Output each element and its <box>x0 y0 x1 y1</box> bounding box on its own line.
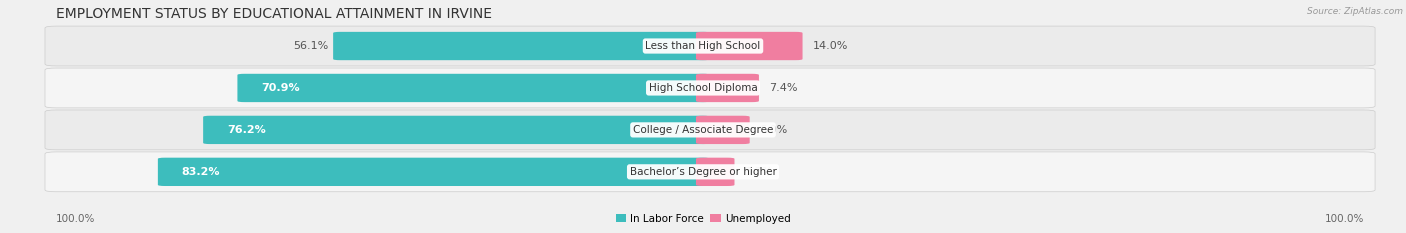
FancyBboxPatch shape <box>696 32 803 60</box>
FancyBboxPatch shape <box>696 74 759 102</box>
Text: 100.0%: 100.0% <box>1324 214 1364 224</box>
Text: 70.9%: 70.9% <box>262 83 299 93</box>
Text: Bachelor’s Degree or higher: Bachelor’s Degree or higher <box>630 167 776 177</box>
FancyBboxPatch shape <box>45 26 1375 66</box>
FancyBboxPatch shape <box>45 110 1375 150</box>
Text: 3.7%: 3.7% <box>744 167 773 177</box>
Text: College / Associate Degree: College / Associate Degree <box>633 125 773 135</box>
Legend: In Labor Force, Unemployed: In Labor Force, Unemployed <box>612 209 794 228</box>
FancyBboxPatch shape <box>45 152 1375 192</box>
Text: EMPLOYMENT STATUS BY EDUCATIONAL ATTAINMENT IN IRVINE: EMPLOYMENT STATUS BY EDUCATIONAL ATTAINM… <box>56 7 492 21</box>
Text: 6.0%: 6.0% <box>759 125 787 135</box>
Text: Source: ZipAtlas.com: Source: ZipAtlas.com <box>1308 7 1403 16</box>
FancyBboxPatch shape <box>202 116 710 144</box>
Text: High School Diploma: High School Diploma <box>648 83 758 93</box>
Text: 14.0%: 14.0% <box>813 41 848 51</box>
FancyBboxPatch shape <box>157 158 710 186</box>
FancyBboxPatch shape <box>45 68 1375 108</box>
FancyBboxPatch shape <box>696 158 734 186</box>
FancyBboxPatch shape <box>333 32 710 60</box>
Text: 7.4%: 7.4% <box>769 83 797 93</box>
FancyBboxPatch shape <box>238 74 710 102</box>
Text: 100.0%: 100.0% <box>56 214 96 224</box>
FancyBboxPatch shape <box>696 116 749 144</box>
Text: 83.2%: 83.2% <box>181 167 221 177</box>
Text: Less than High School: Less than High School <box>645 41 761 51</box>
Text: 56.1%: 56.1% <box>294 41 329 51</box>
Text: 76.2%: 76.2% <box>226 125 266 135</box>
